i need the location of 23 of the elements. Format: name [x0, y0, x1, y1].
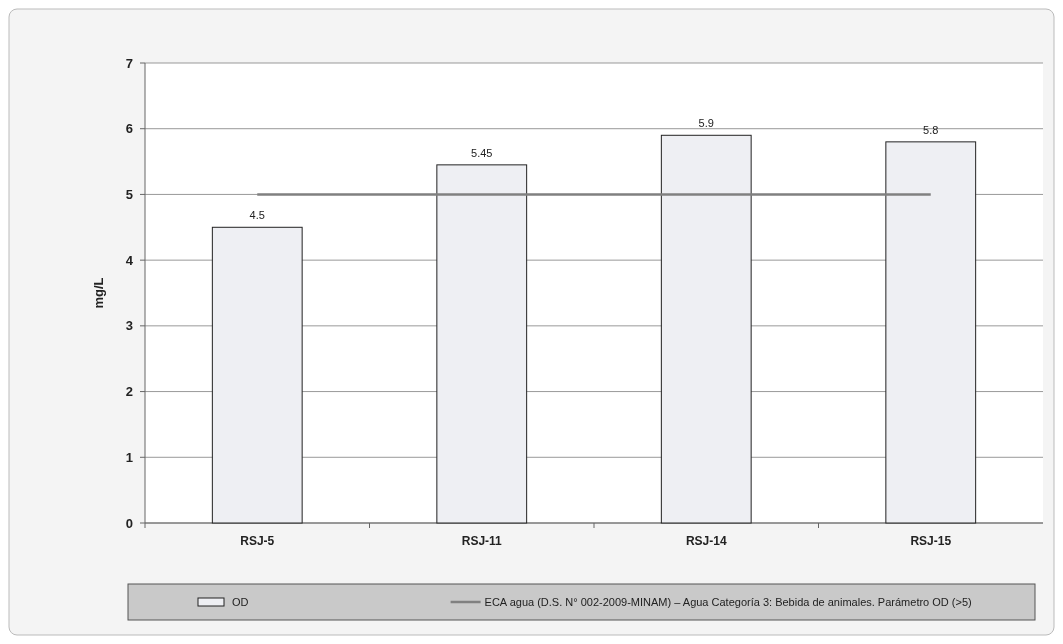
bar	[660, 134, 752, 524]
data-label: 4.5	[249, 209, 265, 222]
y-tick-label: 2	[125, 384, 133, 400]
y-tick-label: 3	[125, 318, 133, 334]
data-label: 5.9	[698, 117, 714, 130]
y-axis-title: mg/L	[91, 277, 106, 309]
y-tick-label: 1	[125, 449, 133, 465]
data-label: 5.8	[923, 123, 939, 136]
y-tick-label: 7	[125, 55, 133, 71]
x-tick-label: RSJ-14	[685, 534, 727, 548]
bar	[211, 226, 303, 524]
y-tick-label: 0	[125, 515, 133, 531]
x-tick-label: RSJ-15	[910, 534, 952, 548]
bar	[885, 141, 977, 524]
y-tick-label: 6	[125, 121, 133, 137]
x-tick-label: RSJ-11	[461, 534, 503, 548]
data-label: 5.45	[471, 146, 493, 159]
legend-label: ECA agua (D.S. N° 002-2009-MINAM) – Agua Categoría 3: Bebida de animales. Parámetro OD (>5)	[484, 595, 972, 608]
y-tick-label: 5	[125, 186, 133, 202]
bar	[436, 164, 528, 524]
x-tick-label: RSJ-5	[240, 534, 275, 548]
y-tick-label: 4	[125, 252, 134, 268]
legend-label: OD	[232, 595, 249, 608]
